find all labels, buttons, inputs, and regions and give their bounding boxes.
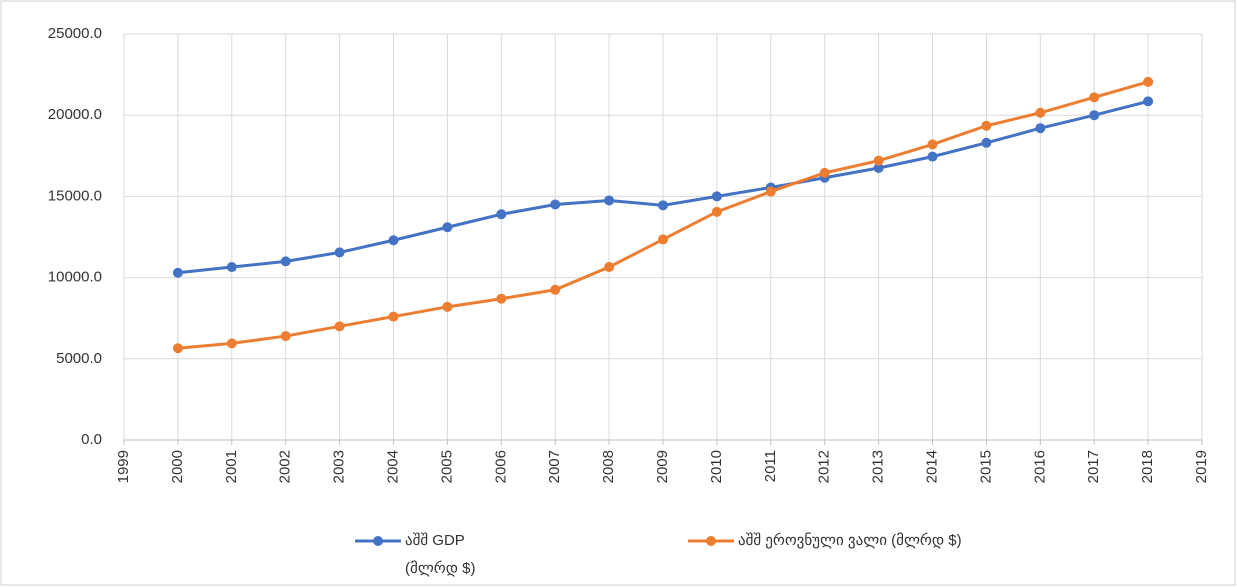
data-point <box>1143 96 1154 107</box>
data-point <box>1035 123 1046 134</box>
data-point <box>280 256 291 267</box>
x-tick-label: 2018 <box>1139 450 1156 483</box>
data-point <box>388 311 399 322</box>
x-tick-label: 2007 <box>546 450 563 483</box>
legend-label: აშშ ეროვნული ვალი (მლრდ $) <box>738 532 962 549</box>
x-tick-label: 2002 <box>277 450 294 483</box>
data-point <box>172 343 183 354</box>
legend-item: აშშ ეროვნული ვალი (მლრდ $) <box>688 527 978 555</box>
data-point <box>1089 110 1100 121</box>
data-point <box>927 151 938 162</box>
x-tick-label: 2014 <box>923 450 940 483</box>
legend-label: აშშ GDP (მლრდ $) <box>405 532 476 577</box>
x-tick-label: 1999 <box>115 450 132 483</box>
x-tick-label: 2019 <box>1193 450 1210 483</box>
x-tick-label: 2006 <box>492 450 509 483</box>
x-tick-label: 2010 <box>708 450 725 483</box>
data-point <box>1035 107 1046 118</box>
legend-marker <box>373 536 383 546</box>
data-point <box>172 267 183 278</box>
data-point <box>1143 76 1154 87</box>
data-point <box>711 206 722 217</box>
data-point <box>496 293 507 304</box>
data-point <box>550 199 561 210</box>
legend-marker <box>706 536 716 546</box>
data-point <box>442 222 453 233</box>
data-point <box>1089 92 1100 103</box>
data-point <box>658 234 668 245</box>
y-tick-label: 20000.0 <box>48 106 102 123</box>
data-point <box>873 162 884 173</box>
data-point <box>604 262 615 273</box>
data-point <box>550 284 561 295</box>
data-point <box>981 120 992 131</box>
data-point <box>442 301 453 312</box>
x-tick-label: 2008 <box>600 450 617 483</box>
y-tick-label: 15000.0 <box>48 187 102 204</box>
legend-item: აშშ GDP (მლრდ $) <box>355 527 495 583</box>
x-tick-label: 2003 <box>331 450 348 483</box>
x-tick-label: 2011 <box>762 450 779 482</box>
y-tick-label: 0.0 <box>81 431 102 448</box>
x-tick-label: 2016 <box>1031 450 1048 483</box>
x-tick-label: 2017 <box>1085 450 1102 483</box>
data-point <box>604 195 615 206</box>
data-point <box>334 321 345 332</box>
x-tick-label: 2015 <box>977 450 994 483</box>
y-tick-label: 10000.0 <box>48 269 102 286</box>
data-point <box>334 247 345 258</box>
x-tick-label: 2009 <box>654 450 671 483</box>
data-point <box>280 331 291 342</box>
data-point <box>226 262 237 273</box>
data-point <box>873 155 884 166</box>
data-point <box>496 209 507 220</box>
y-tick-label: 5000.0 <box>56 350 102 367</box>
data-point <box>658 200 668 211</box>
data-point <box>765 186 776 197</box>
x-tick-label: 2000 <box>169 450 186 483</box>
data-point <box>711 191 722 202</box>
legend-swatch <box>688 536 734 546</box>
data-point <box>819 167 830 178</box>
data-point <box>388 235 399 246</box>
x-tick-label: 2012 <box>816 450 833 483</box>
data-point <box>226 338 237 349</box>
legend-swatch <box>355 536 401 546</box>
x-tick-label: 2004 <box>384 450 401 483</box>
y-tick-label: 25000.0 <box>48 25 102 42</box>
x-tick-label: 2005 <box>438 450 455 483</box>
x-tick-label: 2013 <box>870 450 887 483</box>
data-point <box>981 137 992 148</box>
data-point <box>927 139 938 150</box>
x-tick-label: 2001 <box>223 450 240 483</box>
